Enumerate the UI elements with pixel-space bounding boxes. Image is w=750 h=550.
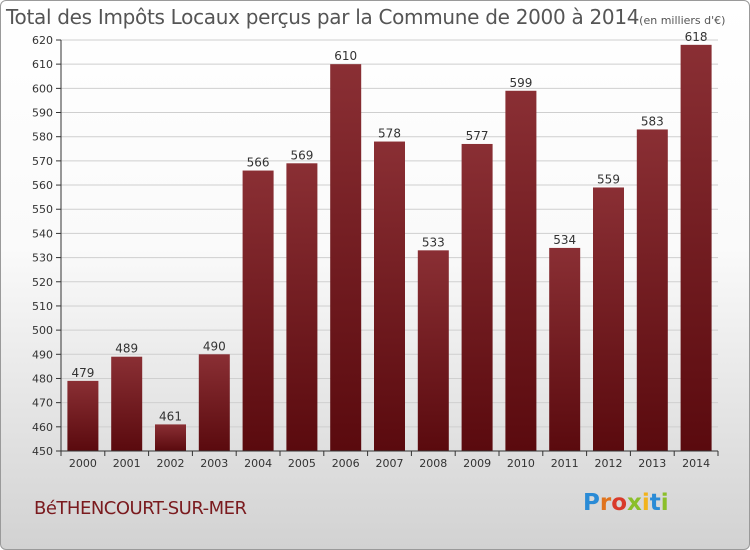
y-tick-label: 570 bbox=[32, 155, 53, 168]
chart-title-text: Total des Impôts Locaux perçus par la Co… bbox=[6, 5, 640, 29]
data-label: 490 bbox=[203, 339, 226, 353]
y-tick-label: 600 bbox=[32, 82, 53, 95]
y-tick-label: 490 bbox=[32, 348, 53, 361]
y-tick-label: 590 bbox=[32, 107, 53, 120]
chart-title: Total des Impôts Locaux perçus par la Co… bbox=[6, 5, 725, 29]
bar-2001 bbox=[111, 356, 143, 451]
logo-letter: x bbox=[627, 490, 642, 516]
x-tick-label: 2003 bbox=[200, 457, 228, 470]
bar-2010 bbox=[505, 90, 537, 451]
x-tick-label: 2010 bbox=[507, 457, 535, 470]
y-tick-label: 500 bbox=[32, 324, 53, 337]
commune-name: BéTHENCOURT-SUR-MER bbox=[34, 498, 247, 519]
x-tick-label: 2001 bbox=[113, 457, 141, 470]
x-tick-label: 2013 bbox=[638, 457, 666, 470]
data-label: 578 bbox=[378, 127, 401, 141]
proxiti-logo[interactable]: Proxiti bbox=[583, 490, 669, 516]
chart-title-unit: (en milliers d'€) bbox=[639, 14, 726, 27]
x-tick-label: 2004 bbox=[244, 457, 272, 470]
y-tick-label: 580 bbox=[32, 131, 53, 144]
data-label: 559 bbox=[597, 172, 620, 186]
y-tick-label: 470 bbox=[32, 397, 53, 410]
logo-letter: o bbox=[611, 490, 628, 516]
x-tick-label: 2009 bbox=[463, 457, 491, 470]
x-tick-label: 2002 bbox=[157, 457, 185, 470]
y-axis-ticks: 450 460 470 480 490 500 510 520 530 540 550 560 570 5… bbox=[32, 34, 61, 458]
bar-2005 bbox=[286, 163, 318, 452]
y-tick-label: 510 bbox=[32, 300, 53, 313]
y-tick-label: 610 bbox=[32, 58, 53, 71]
data-label: 534 bbox=[553, 233, 576, 247]
bar-2003 bbox=[198, 354, 230, 451]
axes bbox=[60, 40, 718, 452]
bar-2000 bbox=[67, 380, 99, 451]
data-labels: 479 489 461 490 566 569 610 578 533 577 599 534 559 5… bbox=[71, 30, 707, 424]
x-tick-label: 2012 bbox=[595, 457, 623, 470]
data-label: 566 bbox=[247, 156, 270, 170]
bar-2008 bbox=[417, 250, 449, 451]
data-label: 577 bbox=[466, 129, 489, 143]
x-axis-ticks: 2000 2001 2002 2003 2004 2005 2006 2007 2008 2009… bbox=[60, 451, 719, 470]
data-label: 610 bbox=[334, 49, 357, 63]
y-tick-label: 560 bbox=[32, 179, 53, 192]
logo-letter: i bbox=[660, 490, 669, 516]
y-tick-label: 530 bbox=[32, 252, 53, 265]
data-label: 489 bbox=[115, 342, 138, 356]
y-tick-label: 460 bbox=[32, 421, 53, 434]
data-label: 479 bbox=[71, 366, 94, 380]
y-tick-label: 540 bbox=[32, 227, 53, 240]
data-label: 569 bbox=[290, 148, 313, 162]
x-tick-label: 2000 bbox=[69, 457, 97, 470]
x-tick-label: 2006 bbox=[332, 457, 360, 470]
logo-letter: t bbox=[649, 490, 661, 516]
logo-letter: r bbox=[599, 490, 612, 516]
logo-letter: P bbox=[583, 490, 600, 516]
y-tick-label: 450 bbox=[32, 445, 53, 458]
x-tick-label: 2007 bbox=[376, 457, 404, 470]
x-tick-label: 2005 bbox=[288, 457, 316, 470]
bar-2002 bbox=[155, 424, 186, 451]
bar-2006 bbox=[330, 64, 362, 452]
x-tick-label: 2011 bbox=[551, 457, 579, 470]
y-tick-label: 620 bbox=[32, 34, 53, 47]
bars bbox=[67, 44, 712, 452]
bar-2011 bbox=[549, 247, 581, 451]
x-tick-label: 2014 bbox=[682, 457, 710, 470]
bar-2012 bbox=[593, 187, 624, 451]
y-tick-label: 480 bbox=[32, 372, 53, 385]
data-label: 533 bbox=[422, 235, 445, 249]
data-label: 583 bbox=[641, 114, 664, 128]
x-tick-label: 2008 bbox=[419, 457, 447, 470]
y-tick-label: 550 bbox=[32, 203, 53, 216]
y-tick-label: 520 bbox=[32, 276, 53, 289]
logo-letter: i bbox=[641, 490, 650, 516]
bar-2013 bbox=[636, 129, 668, 451]
bar-2014 bbox=[680, 44, 712, 451]
bar-2007 bbox=[374, 141, 405, 451]
data-label: 599 bbox=[509, 76, 532, 90]
data-label: 618 bbox=[685, 30, 708, 44]
bar-2009 bbox=[461, 143, 493, 452]
data-label: 461 bbox=[159, 409, 182, 423]
bar-2004 bbox=[242, 170, 274, 451]
